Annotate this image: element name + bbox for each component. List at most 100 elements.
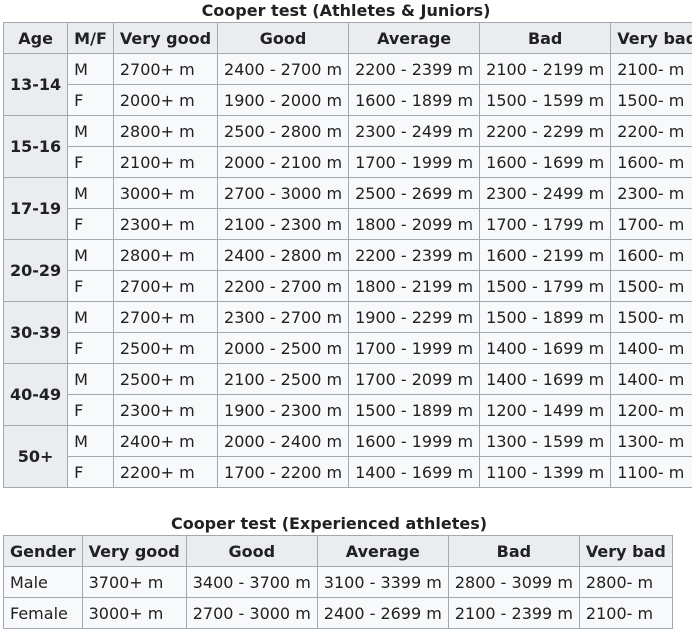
distance-cell: 2500 - 2699 m [348,177,481,209]
distance-cell: 2500+ m [112,332,219,364]
sex-cell: M [67,363,114,395]
distance-cell: 2100- m [578,597,673,629]
distance-cell: 1400 - 1699 m [479,363,612,395]
distance-cell: 2700+ m [112,270,219,302]
distance-cell: 2700+ m [112,53,219,85]
distance-cell: 2300+ m [112,208,219,240]
distance-cell: 2300 - 2499 m [348,115,481,147]
experienced-athletes-table-container: Cooper test (Experienced athletes) Gende… [3,513,673,629]
col-header-gender: Gender [3,535,83,567]
distance-cell: 3100 - 3399 m [316,566,449,598]
distance-cell: 1600- m [610,146,692,178]
sex-cell: F [67,456,114,488]
col-header-very-bad: Very bad [610,22,692,54]
sex-cell: F [67,146,114,178]
table-row: F 2200+ m 1700 - 2200 m 1400 - 1699 m 1100 -… [4,456,692,488]
sex-cell: F [67,332,114,364]
distance-cell: 1600 - 2199 m [479,239,612,271]
sex-cell: M [67,115,114,147]
table-row: F 2300+ m 2100 - 2300 m 1800 - 2099 m 1700 -… [4,208,692,240]
distance-cell: 3400 - 3700 m [185,566,318,598]
distance-cell: 2000 - 2400 m [217,425,350,457]
distance-cell: 1100- m [610,456,692,488]
header-row: Gender Very good Good Average Bad Very b… [3,535,673,567]
experienced-athletes-body: Male 3700+ m 3400 - 3700 m 3100 - 3399 m 280… [3,566,673,629]
distance-cell: 2300- m [610,177,692,209]
sex-cell: M [67,239,114,271]
distance-cell: 1800 - 2199 m [348,270,481,302]
distance-cell: 2200- m [610,115,692,147]
age-group-cell: 20-29 [2,239,69,302]
distance-cell: 2000 - 2500 m [217,332,350,364]
distance-cell: 2800 - 3099 m [447,566,580,598]
distance-cell: 1600 - 1699 m [479,146,612,178]
table-row: Male 3700+ m 3400 - 3700 m 3100 - 3399 m 280… [3,566,673,598]
distance-cell: 3000+ m [81,597,187,629]
distance-cell: 1600 - 1999 m [348,425,481,457]
distance-cell: 2500+ m [112,363,219,395]
sex-cell: M [67,177,114,209]
distance-cell: 2800+ m [112,115,219,147]
distance-cell: 1500- m [610,84,692,116]
distance-cell: 1400- m [610,332,692,364]
distance-cell: 2200 - 2399 m [348,239,481,271]
col-header-age: Age [2,22,69,54]
distance-cell: 1900 - 2300 m [217,394,350,426]
distance-cell: 2400 - 2800 m [217,239,350,271]
distance-cell: 1500 - 1899 m [348,394,481,426]
header-row: Age M/F Very good Good Average Bad Very … [2,22,692,54]
col-header-very-good: Very good [112,22,219,54]
table-row: F 2500+ m 2000 - 2500 m 1700 - 1999 m 1400 -… [4,332,692,364]
athletes-juniors-table: Age M/F Very good Good Average Bad Very … [2,22,692,488]
distance-cell: 1600 - 1899 m [348,84,481,116]
distance-cell: 2200 - 2700 m [217,270,350,302]
distance-cell: 1500 - 1799 m [479,270,612,302]
distance-cell: 2000+ m [112,84,219,116]
table-row: F 2100+ m 2000 - 2100 m 1700 - 1999 m 1600 -… [4,146,692,178]
col-header-good: Good [185,535,318,567]
distance-cell: 2800+ m [112,239,219,271]
age-group-cell: 15-16 [2,115,69,178]
distance-cell: 2100 - 2399 m [447,597,580,629]
age-group-cell: 50+ [2,425,69,488]
distance-cell: 1300- m [610,425,692,457]
sex-cell: F [67,270,114,302]
distance-cell: 1300 - 1599 m [479,425,612,457]
distance-cell: 2500 - 2800 m [217,115,350,147]
experienced-athletes-table: Gender Very good Good Average Bad Very b… [3,535,673,629]
distance-cell: 1200- m [610,394,692,426]
distance-cell: 2300+ m [112,394,219,426]
col-header-very-bad: Very bad [578,535,673,567]
distance-cell: 1600- m [610,239,692,271]
distance-cell: 2300 - 2700 m [217,301,350,333]
distance-cell: 2700+ m [112,301,219,333]
distance-cell: 3700+ m [81,566,187,598]
athletes-juniors-table-container: Cooper test (Athletes & Juniors) Age M/F… [2,0,692,488]
sex-cell: M [67,425,114,457]
sex-cell: M [67,301,114,333]
col-header-very-good: Very good [81,535,187,567]
distance-cell: 1100 - 1399 m [479,456,612,488]
experienced-athletes-caption: Cooper test (Experienced athletes) [170,514,488,533]
age-group-cell: 17-19 [2,177,69,240]
distance-cell: 1500- m [610,270,692,302]
distance-cell: 2200 - 2399 m [348,53,481,85]
distance-cell: 2200 - 2299 m [479,115,612,147]
sex-cell: F [67,394,114,426]
distance-cell: 2300 - 2499 m [479,177,612,209]
distance-cell: 2100 - 2500 m [217,363,350,395]
distance-cell: 1800 - 2099 m [348,208,481,240]
distance-cell: 2100+ m [112,146,219,178]
distance-cell: 3000+ m [112,177,219,209]
col-header-average: Average [348,22,481,54]
distance-cell: 1700 - 2200 m [217,456,350,488]
distance-cell: 1400- m [610,363,692,395]
distance-cell: 2700 - 3000 m [185,597,318,629]
distance-cell: 1900 - 2000 m [217,84,350,116]
